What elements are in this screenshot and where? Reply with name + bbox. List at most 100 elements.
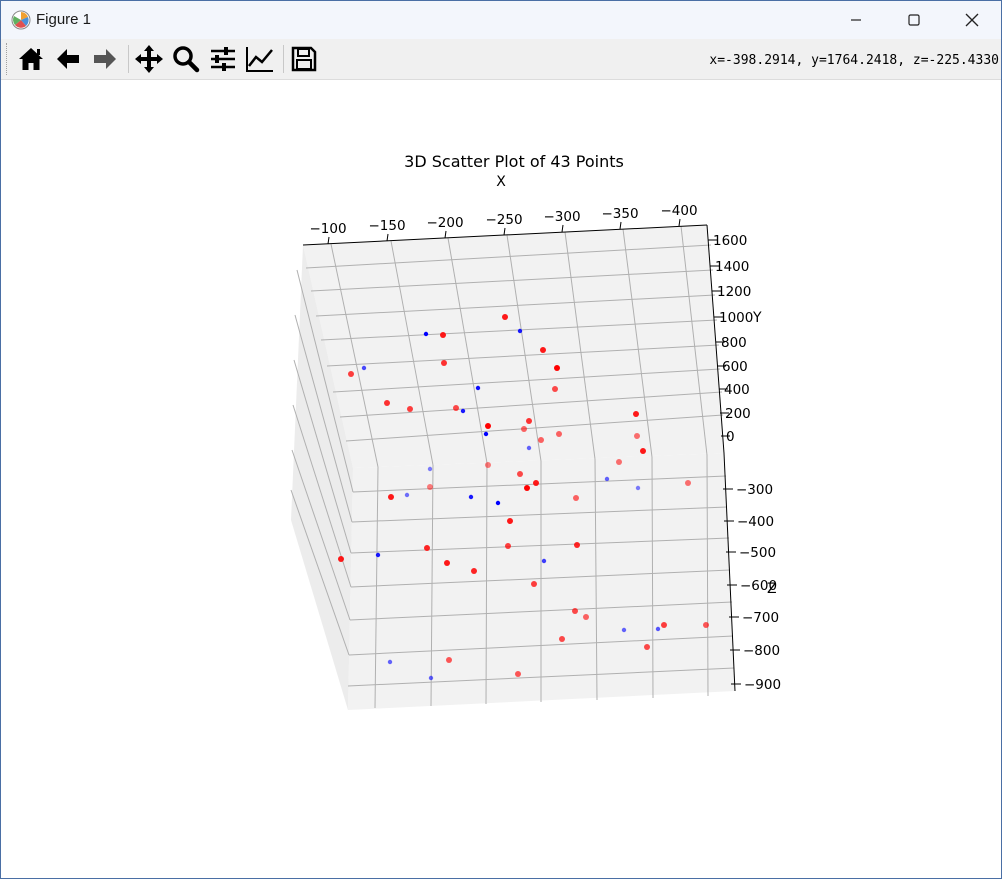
red-point (634, 433, 640, 439)
configure-subplots-button[interactable] (206, 43, 240, 75)
minimize-icon (851, 19, 861, 21)
window-title: Figure 1 (36, 11, 92, 28)
red-point (441, 360, 447, 366)
blue-point (621, 627, 627, 633)
blue-point (635, 485, 641, 491)
back-button[interactable] (51, 43, 85, 75)
cursor-coordinates: x=-398.2914, y=1764.2418, z=-225.4330 (709, 53, 999, 68)
figure-canvas[interactable]: −100 −150 −200 −250 −300 −350 −400 1600 1400 1200… (1, 80, 1001, 878)
matplotlib-logo-icon (11, 10, 31, 30)
red-point (526, 418, 532, 424)
pan-button[interactable] (132, 43, 166, 75)
red-point (446, 657, 452, 663)
red-point (616, 459, 622, 465)
x-tick-mark (619, 221, 622, 230)
plot-title: 3D Scatter Plot of 43 Points (404, 152, 624, 171)
x-tick-mark (327, 236, 330, 245)
x-tick-label: −350 (601, 206, 638, 222)
close-button[interactable] (943, 1, 1001, 39)
scatter-points (338, 314, 709, 681)
red-point (348, 371, 354, 377)
configure-subplots-icon (211, 47, 235, 71)
red-point (661, 622, 667, 628)
red-point (444, 560, 450, 566)
side-pane (291, 245, 353, 710)
red-point (427, 484, 433, 490)
y-tick-label: 1600 (713, 233, 747, 249)
blue-point (423, 331, 429, 337)
red-point (407, 406, 413, 412)
axis-tick-labels: −100 −150 −200 −250 −300 −350 −400 1600 1400 1200… (309, 203, 781, 693)
red-point (583, 614, 589, 620)
red-point (485, 423, 491, 429)
red-point (572, 608, 578, 614)
z-tick-label: −800 (743, 643, 780, 659)
x-tick-label: −300 (543, 209, 580, 225)
x-axis-label: X (496, 174, 506, 190)
blue-point (468, 494, 474, 500)
toolbar-separator (128, 45, 129, 73)
red-point (388, 494, 394, 500)
maximize-button[interactable] (885, 1, 943, 39)
blue-point (541, 558, 547, 564)
x-tick-label: −250 (485, 212, 522, 228)
red-point (485, 462, 491, 468)
y-tick-label: 600 (722, 359, 748, 375)
scatter-3d-plot[interactable]: −100 −150 −200 −250 −300 −350 −400 1600 1400 1200… (1, 80, 1001, 878)
red-point (424, 545, 430, 551)
red-point (640, 448, 646, 454)
red-point (502, 314, 508, 320)
red-point (540, 347, 546, 353)
x-axis-line (302, 224, 708, 246)
blue-point (604, 476, 610, 482)
x-tick-label: −100 (309, 221, 346, 237)
close-icon (965, 13, 979, 27)
z-tick-label: −400 (737, 514, 774, 530)
red-point (685, 480, 691, 486)
y-tick-label: 200 (725, 406, 751, 422)
red-point (471, 568, 477, 574)
back-pane (303, 225, 724, 468)
blue-point (517, 328, 523, 334)
axis-ticks (327, 218, 741, 685)
blue-point (475, 385, 481, 391)
red-point (384, 400, 390, 406)
forward-button[interactable] (88, 43, 122, 75)
blue-point (375, 552, 381, 558)
z-tick-label: −500 (739, 545, 776, 561)
navigation-toolbar: x=-398.2914, y=1764.2418, z=-225.4330 (1, 39, 1001, 80)
red-point (524, 485, 530, 491)
z-axis-label: Z (767, 581, 777, 597)
forward-arrow-icon (94, 49, 116, 69)
toolbar-grip (6, 43, 9, 75)
home-button[interactable] (14, 43, 48, 75)
zoom-button[interactable] (169, 43, 203, 75)
blue-point (404, 492, 410, 498)
y-axis-line (706, 224, 725, 454)
red-point (453, 405, 459, 411)
y-tick-label: 1000 (719, 310, 753, 326)
back-arrow-icon (57, 49, 79, 69)
title-bar: Figure 1 (1, 1, 1001, 39)
blue-point (483, 431, 489, 437)
minimize-button[interactable] (827, 1, 885, 39)
z-tick-label: −300 (736, 482, 773, 498)
red-point (633, 411, 639, 417)
red-point (517, 471, 523, 477)
red-point (440, 332, 446, 338)
save-button[interactable] (287, 43, 321, 75)
red-point (574, 542, 580, 548)
blue-point (655, 626, 661, 632)
red-point (515, 671, 521, 677)
blue-point (427, 466, 433, 472)
blue-point (428, 675, 434, 681)
zoom-icon (173, 46, 200, 73)
red-point (703, 622, 709, 628)
red-point (573, 495, 579, 501)
home-icon (19, 48, 43, 70)
x-tick-mark (386, 233, 389, 242)
red-point (552, 386, 558, 392)
edit-axis-button[interactable] (243, 43, 277, 75)
edit-axis-icon (246, 47, 273, 72)
